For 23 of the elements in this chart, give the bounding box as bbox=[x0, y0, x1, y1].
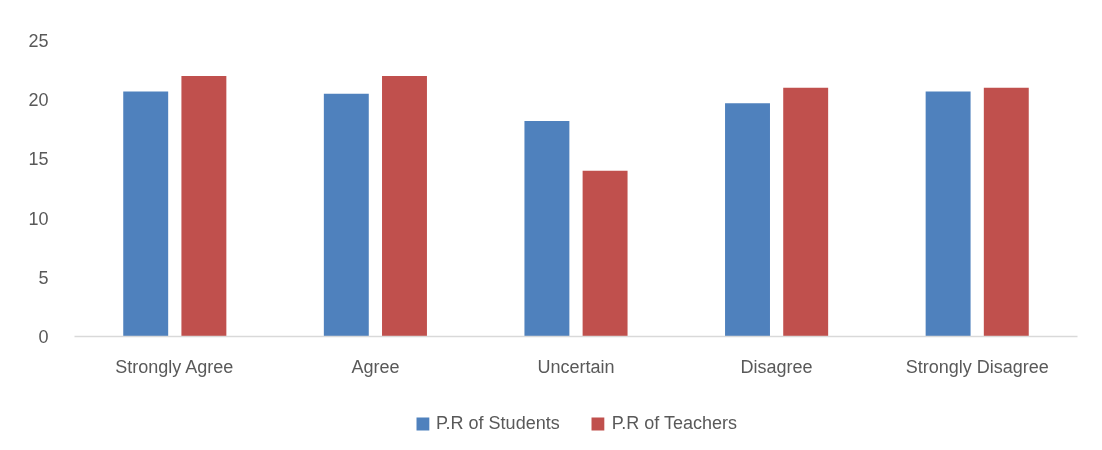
x-tick-label: Disagree bbox=[740, 356, 813, 377]
bar bbox=[582, 170, 628, 337]
y-tick-label: 5 bbox=[38, 267, 49, 288]
legend-label: P.R of Students bbox=[435, 412, 560, 434]
bar bbox=[382, 76, 427, 337]
bar bbox=[725, 103, 770, 337]
bar bbox=[323, 93, 369, 337]
bar bbox=[983, 87, 1029, 337]
bar bbox=[181, 76, 227, 337]
legend-label: P.R of Teachers bbox=[611, 412, 738, 434]
x-tick-label: Uncertain bbox=[537, 356, 615, 377]
x-tick-label: Strongly Agree bbox=[115, 356, 234, 377]
y-tick-label: 0 bbox=[38, 327, 49, 347]
bar bbox=[524, 121, 570, 337]
x-tick-label: Agree bbox=[351, 356, 400, 377]
y-tick-label: 10 bbox=[28, 208, 49, 229]
y-tick-label: 25 bbox=[28, 31, 49, 51]
y-tick-label: 20 bbox=[28, 90, 49, 111]
x-tick-label: Strongly Disagree bbox=[905, 356, 1049, 377]
bar bbox=[925, 91, 971, 337]
bar bbox=[123, 91, 169, 337]
y-tick-label: 15 bbox=[28, 149, 49, 170]
bar bbox=[783, 87, 829, 337]
